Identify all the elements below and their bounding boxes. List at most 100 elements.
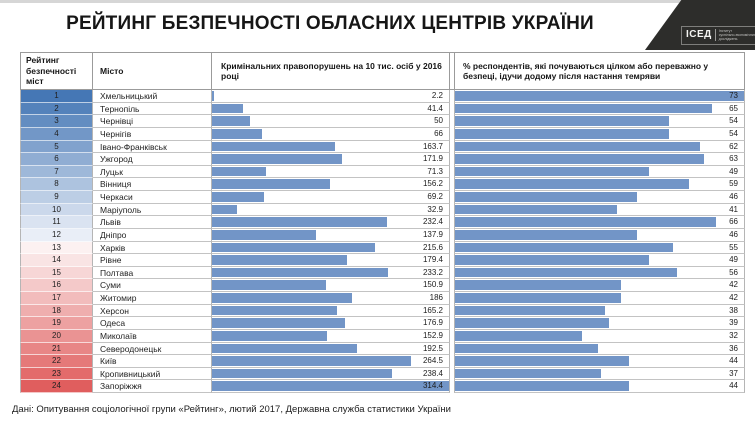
- table-row: 12 Дніпро 137.9 46: [20, 228, 745, 242]
- crime-value: 150.9: [422, 280, 443, 290]
- safety-value: 66: [729, 217, 738, 227]
- rank-cell: 17: [20, 292, 93, 305]
- header-city-column: Місто: [93, 53, 212, 89]
- safety-bar-cell: 59: [454, 178, 745, 191]
- crime-bar: [212, 166, 266, 177]
- crime-bar: [212, 305, 337, 316]
- safety-bar: [455, 103, 713, 114]
- header-rank-column: Рейтинг безпечності міст: [20, 53, 93, 89]
- rank-cell: 3: [20, 115, 93, 128]
- crime-value: 314.4: [422, 381, 443, 391]
- ised-logo-lockup: ІСЕД Інститут суспільно-економічних досл…: [681, 26, 755, 45]
- crime-bar: [212, 91, 214, 101]
- safety-bar-cell: 62: [454, 140, 745, 154]
- safety-bar: [455, 179, 689, 189]
- ised-logo: ІСЕД Інститут суспільно-економічних досл…: [645, 0, 755, 50]
- rank-cell: 7: [20, 165, 93, 179]
- crime-bar: [212, 103, 244, 114]
- safety-value: 49: [729, 255, 738, 265]
- crime-bar: [212, 330, 328, 341]
- safety-bar-cell: 42: [454, 292, 745, 305]
- table-row: 15 Полтава 233.2 56: [20, 266, 745, 280]
- safety-bar-cell: 63: [454, 153, 745, 166]
- city-cell: Одеса: [93, 317, 212, 330]
- crime-value: 232.4: [422, 217, 443, 227]
- safety-bar: [455, 229, 638, 240]
- table-row: 5 Івано-Франківськ 163.7 62: [20, 140, 745, 154]
- safety-bar: [455, 192, 638, 202]
- city-cell: Івано-Франківськ: [93, 140, 212, 154]
- safety-bar: [455, 356, 630, 366]
- crime-value: 41.4: [427, 103, 443, 113]
- table-rows: 1 Хмельницький 2.2 73 2 Тернопіль 41.4 65 3 Черні…: [20, 90, 745, 393]
- safety-value: 54: [729, 116, 738, 126]
- table-row: 22 Київ 264.5 44: [20, 355, 745, 368]
- safety-bar-cell: 66: [454, 216, 745, 229]
- crime-bar: [212, 356, 412, 366]
- safety-value: 42: [729, 280, 738, 290]
- safety-bar: [455, 318, 610, 328]
- rank-cell: 1: [20, 90, 93, 103]
- crime-bar: [212, 128, 262, 139]
- rank-cell: 5: [20, 140, 93, 154]
- city-cell: Маріуполь: [93, 203, 212, 217]
- crime-bar-cell: 171.9: [212, 153, 450, 166]
- crime-bar-cell: 232.4: [212, 216, 450, 229]
- city-cell: Дніпро: [93, 228, 212, 242]
- safety-bar: [455, 267, 677, 278]
- safety-bar: [455, 242, 673, 253]
- safety-bar-cell: 44: [454, 380, 745, 393]
- safety-bar-cell: 41: [454, 203, 745, 217]
- rating-table: Рейтинг безпечності міст Місто Криміналь…: [20, 52, 745, 393]
- crime-value: 69.2: [427, 192, 443, 201]
- rank-cell: 9: [20, 191, 93, 204]
- safety-bar: [455, 204, 618, 215]
- safety-bar-cell: 46: [454, 191, 745, 204]
- crime-bar-cell: 192.5: [212, 342, 450, 356]
- crime-bar: [212, 255, 348, 265]
- page-title: РЕЙТИНГ БЕЗПЕЧНОСТІ ОБЛАСНИХ ЦЕНТРІВ УКР…: [66, 13, 594, 34]
- safety-value: 56: [729, 267, 738, 277]
- table-row: 10 Маріуполь 32.9 41: [20, 203, 745, 217]
- crime-bar: [212, 204, 237, 215]
- safety-bar-cell: 37: [454, 367, 745, 381]
- crime-bar-cell: 163.7: [212, 140, 450, 154]
- safety-value: 46: [729, 192, 738, 201]
- crime-bar-cell: 156.2: [212, 178, 450, 191]
- safety-bar-cell: 39: [454, 317, 745, 330]
- crime-bar-cell: 314.4: [212, 380, 450, 393]
- rank-cell: 14: [20, 254, 93, 267]
- city-cell: Київ: [93, 355, 212, 368]
- crime-bar-cell: 186: [212, 292, 450, 305]
- crime-bar: [212, 179, 330, 189]
- crime-bar: [212, 217, 388, 227]
- crime-bar: [212, 192, 265, 202]
- top-border: [0, 0, 755, 3]
- rank-cell: 2: [20, 102, 93, 116]
- safety-bar: [455, 293, 622, 303]
- safety-value: 54: [729, 128, 738, 138]
- rank-cell: 20: [20, 329, 93, 343]
- safety-value: 44: [729, 356, 738, 366]
- crime-bar-cell: 2.2: [212, 90, 450, 103]
- header-safety-column: % респондентів, які почуваються цілком а…: [454, 53, 745, 89]
- table-row: 3 Чернівці 50 54: [20, 115, 745, 128]
- crime-bar-cell: 152.9: [212, 329, 450, 343]
- crime-bar: [212, 267, 388, 278]
- crime-bar: [212, 141, 336, 152]
- crime-bar: [212, 154, 342, 164]
- table-row: 16 Суми 150.9 42: [20, 279, 745, 292]
- crime-bar: [212, 280, 326, 290]
- table-row: 17 Житомир 186 42: [20, 292, 745, 305]
- safety-bar: [455, 368, 602, 379]
- rank-cell: 6: [20, 153, 93, 166]
- crime-bar-cell: 137.9: [212, 228, 450, 242]
- crime-bar: [212, 368, 392, 379]
- crime-bar: [212, 293, 353, 303]
- safety-bar-cell: 65: [454, 102, 745, 116]
- city-cell: Полтава: [93, 266, 212, 280]
- safety-value: 65: [729, 103, 738, 113]
- city-cell: Херсон: [93, 304, 212, 318]
- safety-bar: [455, 255, 649, 265]
